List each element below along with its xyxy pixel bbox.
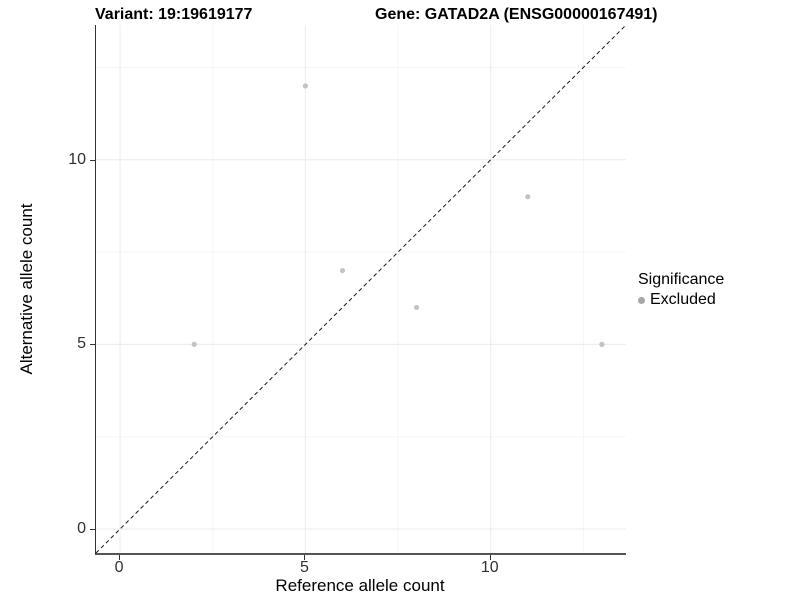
excluded-point-icon — [638, 296, 645, 304]
legend-item-excluded: Excluded — [638, 291, 724, 309]
plot-panel — [95, 25, 626, 555]
y-tick-label: 0 — [77, 520, 86, 537]
x-tick-label: 5 — [299, 559, 309, 576]
x-tick-mark — [304, 555, 306, 560]
variant-title: Variant: 19:19619177 — [95, 6, 253, 23]
data-point — [191, 341, 197, 347]
chart-canvas — [96, 25, 626, 553]
x-tick-mark — [489, 555, 491, 560]
data-point — [339, 267, 346, 274]
x-tick-label: 10 — [480, 559, 499, 576]
data-point — [599, 341, 605, 347]
data-point — [413, 304, 420, 311]
y-tick-mark — [90, 159, 95, 161]
legend: Significance Excluded — [638, 271, 724, 309]
data-point — [302, 83, 309, 89]
x-tick-mark — [119, 555, 121, 560]
y-axis-title: Alternative allele count — [17, 203, 36, 375]
legend-title: Significance — [638, 271, 725, 288]
y-tick-label: 10 — [68, 150, 86, 168]
y-tick-label: 5 — [77, 335, 86, 353]
gene-title: Gene: GATAD2A (ENSG00000167491) — [375, 6, 658, 23]
x-axis-title: Reference allele count — [275, 576, 445, 595]
y-tick-mark — [90, 344, 95, 346]
data-point — [525, 194, 531, 200]
x-tick-label: 0 — [114, 559, 124, 576]
legend-item-label: Excluded — [650, 291, 716, 308]
y-tick-mark — [90, 529, 95, 530]
